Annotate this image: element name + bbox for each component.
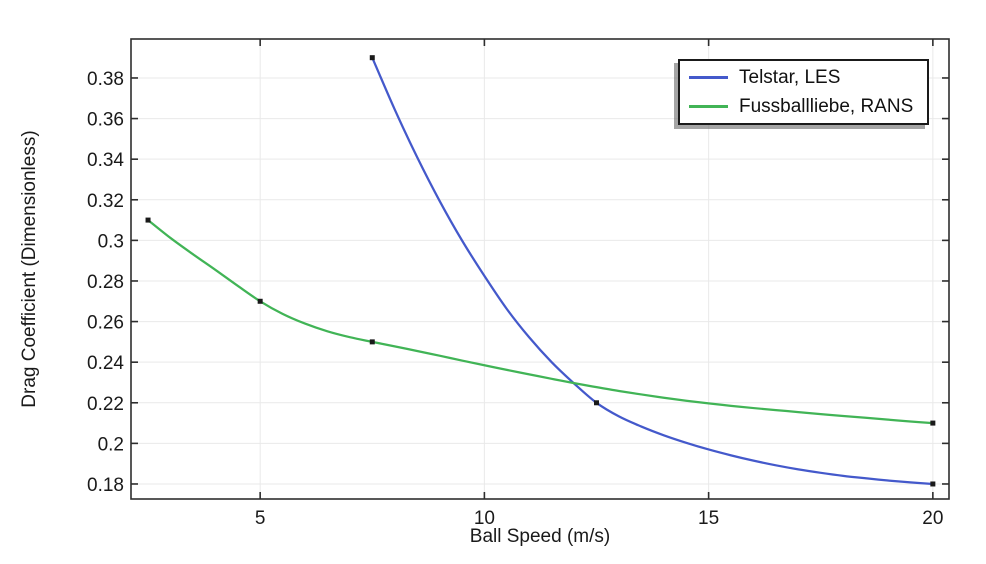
x-tick-label: 5	[255, 508, 266, 529]
data-point-marker	[145, 217, 151, 223]
legend-label-fussballliebe: Fussballliebe, RANS	[739, 95, 914, 117]
legend-label-telstar: Telstar, LES	[739, 66, 841, 88]
y-tick-label: 0.32	[87, 191, 124, 212]
legend-item-telstar: Telstar, LES	[689, 63, 927, 92]
y-tick-label: 0.38	[87, 69, 124, 90]
plot-border	[130, 38, 950, 500]
legend-line-telstar-icon	[689, 76, 728, 79]
legend-line-fussballliebe-icon	[689, 105, 728, 108]
data-point-marker	[930, 481, 936, 487]
data-point-marker	[930, 420, 936, 426]
y-tick-label: 0.22	[87, 394, 124, 415]
legend-item-fussballliebe: Fussballliebe, RANS	[689, 92, 927, 121]
data-point-marker	[257, 298, 263, 304]
y-tick-label: 0.24	[87, 353, 124, 374]
x-tick-label: 20	[922, 508, 943, 529]
y-axis-title: Drag Coefficient (Dimensionless)	[19, 130, 40, 408]
y-tick-label: 0.3	[98, 231, 124, 252]
series-line-telstar	[371, 56, 934, 486]
x-tick-label: 10	[474, 508, 495, 529]
series-line-fussballliebe	[146, 218, 934, 425]
y-tick-label: 0.2	[98, 434, 124, 455]
data-point-marker	[594, 400, 600, 406]
data-point-marker	[369, 55, 375, 61]
data-point-marker	[369, 339, 375, 345]
x-tick-label: 15	[698, 508, 719, 529]
y-tick-label: 0.36	[87, 110, 124, 131]
y-tick-label: 0.34	[87, 150, 124, 171]
y-tick-label: 0.26	[87, 313, 124, 334]
x-axis-title: Ball Speed (m/s)	[469, 526, 611, 547]
y-tick-label: 0.28	[87, 272, 124, 293]
y-tick-label: 0.18	[87, 475, 124, 496]
legend: Telstar, LES Fussballliebe, RANS	[678, 59, 929, 125]
